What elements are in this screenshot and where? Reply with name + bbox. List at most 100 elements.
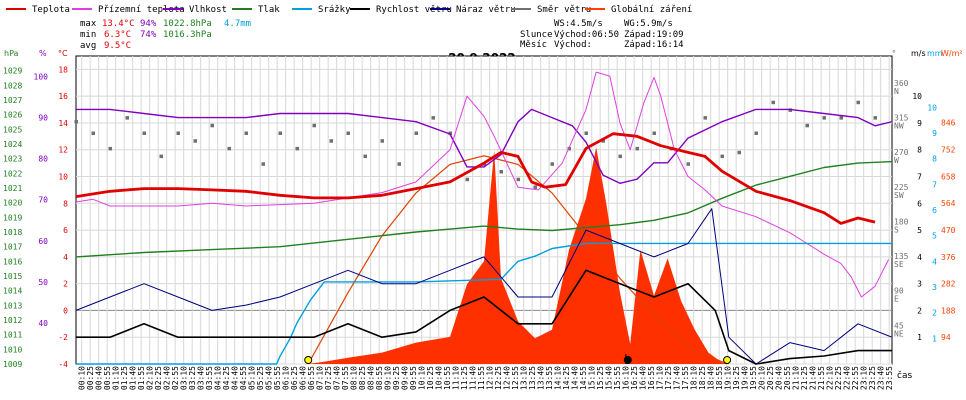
plot-area: 1009101010111012101310141015101610171018… (3, 55, 956, 390)
unit-mm: mm (927, 49, 943, 58)
x-tick-label: 09:40 (401, 366, 410, 390)
legend: Teplota Přízemní teplota Vlhkost Tlak Srážky… (6, 5, 692, 15)
wind-dir-name-label: SW (894, 191, 904, 200)
x-tick-label: 19:55 (749, 366, 758, 390)
pressure-tick-label: 1027 (3, 96, 22, 105)
solar-tick-label: 846 (941, 119, 956, 128)
stats-max-label: max (80, 19, 97, 29)
x-tick-label: 06:40 (299, 366, 308, 390)
wind-dir-point (601, 139, 605, 143)
x-tick-label: 10:25 (426, 366, 435, 390)
wind-dir-name-label: N (894, 87, 899, 96)
x-tick-label: 10:40 (435, 366, 444, 390)
x-tick-label: 10:55 (443, 366, 452, 390)
pressure-tick-label: 1025 (3, 125, 22, 134)
x-tick-label: 01:25 (120, 366, 129, 390)
x-tick-label: 04:10 (214, 366, 223, 390)
pressure-tick-label: 1015 (3, 272, 22, 281)
rain-tick-label: 9 (932, 129, 937, 138)
x-tick-label: 15:10 (588, 366, 597, 390)
x-tick-label: 20:25 (766, 366, 775, 390)
temperature-tick-label: -4 (58, 360, 68, 369)
temperature-tick-label: 14 (58, 119, 68, 128)
unit-ms: m/s (911, 49, 926, 58)
x-tick-label: 20:40 (775, 366, 784, 390)
x-tick-label: 05:25 (256, 366, 265, 390)
x-tick-label: 06:25 (290, 366, 299, 390)
x-tick-label: 14:10 (554, 366, 563, 390)
humidity-tick-label: 90 (38, 114, 48, 123)
x-tick-label: 02:25 (154, 366, 163, 390)
x-tick-label: 00:10 (78, 366, 87, 390)
temperature-tick-label: 16 (58, 92, 68, 101)
pressure-tick-label: 1019 (3, 213, 22, 222)
stats-min-press: 1016.3hPa (163, 30, 212, 40)
wind-dir-point (567, 146, 571, 151)
wind-speed-tick-label: 9 (917, 119, 922, 128)
legend-label-rain: Srážky (318, 5, 351, 15)
unit-pct: % (39, 49, 47, 58)
x-tick-label: 22:55 (851, 366, 860, 390)
x-tick-label: 03:40 (197, 366, 206, 390)
wind-dir-point (516, 177, 520, 182)
wind-speed-tick-label: 3 (917, 280, 922, 289)
x-tick-label: 03:25 (188, 366, 197, 390)
x-tick-label: 08:40 (367, 366, 376, 390)
x-tick-label: 14:55 (579, 366, 588, 390)
wind-speed-tick-label: 10 (912, 92, 922, 101)
x-tick-label: 22:25 (834, 366, 843, 390)
x-tick-label: 01:55 (137, 366, 146, 390)
solar-area (76, 147, 892, 364)
stats-avg-label: avg (80, 41, 96, 51)
info-wg: WG:5.9m/s (624, 19, 673, 29)
stats-min-label: min (80, 30, 96, 40)
solar-tick-label: 188 (941, 306, 956, 315)
x-tick-label: 21:25 (800, 366, 809, 390)
wind-dir-point (448, 131, 452, 135)
x-tick-label: 06:10 (282, 366, 291, 390)
x-tick-label: 04:40 (231, 366, 240, 390)
x-tick-label: 18:55 (715, 366, 724, 390)
temperature-line (75, 132, 876, 225)
pressure-tick-label: 1018 (3, 228, 22, 237)
solar-tick-label: 282 (941, 280, 956, 289)
temperature-tick-label: 12 (58, 146, 68, 155)
humidity-tick-label: 50 (38, 278, 48, 287)
x-tick-label: 12:40 (503, 366, 512, 390)
wind-dir-name-label: W (894, 156, 899, 165)
info-moon-label: Měsíc (520, 40, 547, 50)
pressure-tick-label: 1021 (3, 184, 22, 193)
solar-tick-label: 94 (941, 333, 951, 342)
solar-tick-label: 658 (941, 172, 956, 181)
wind-dir-tick-label: 90 (894, 287, 904, 296)
x-tick-label: 03:55 (205, 366, 214, 390)
pressure-tick-label: 1022 (3, 169, 22, 178)
x-tick-label: 18:25 (698, 366, 707, 390)
info-sun-set: Západ:19:09 (624, 30, 684, 40)
wind-dir-point (74, 119, 78, 124)
stats-min-hum: 74% (140, 30, 157, 40)
x-tick-label: 17:55 (681, 366, 690, 390)
wind-dir-tick-label: 225 (894, 183, 909, 192)
wind-dir-point (550, 162, 554, 166)
x-tick-label: 17:40 (673, 366, 682, 390)
info-moon-set: Západ:16:14 (624, 40, 684, 50)
wind-dir-name-label: SE (894, 260, 904, 269)
rain-tick-label: 1 (932, 334, 937, 343)
wind-speed-tick-label: 5 (917, 226, 922, 235)
x-tick-label: 05:10 (248, 366, 257, 390)
wind-dir-point (737, 150, 741, 155)
pressure-tick-label: 1017 (3, 243, 22, 252)
x-tick-label: 19:10 (724, 366, 733, 390)
x-tick-label: 03:10 (180, 366, 189, 390)
wind-dir-point (618, 154, 622, 159)
temperature-tick-label: 4 (63, 253, 68, 262)
stats-max-rain: 4.7mm (224, 19, 251, 29)
x-tick-label: 05:55 (273, 366, 282, 390)
rain-tick-label: 4 (932, 257, 937, 266)
wind-dir-name-label: NE (894, 329, 904, 338)
x-tick-label: 11:40 (469, 366, 478, 390)
wind-dir-point (176, 131, 180, 135)
x-tick-label: 01:10 (112, 366, 121, 390)
wind-dir-point (533, 185, 537, 189)
